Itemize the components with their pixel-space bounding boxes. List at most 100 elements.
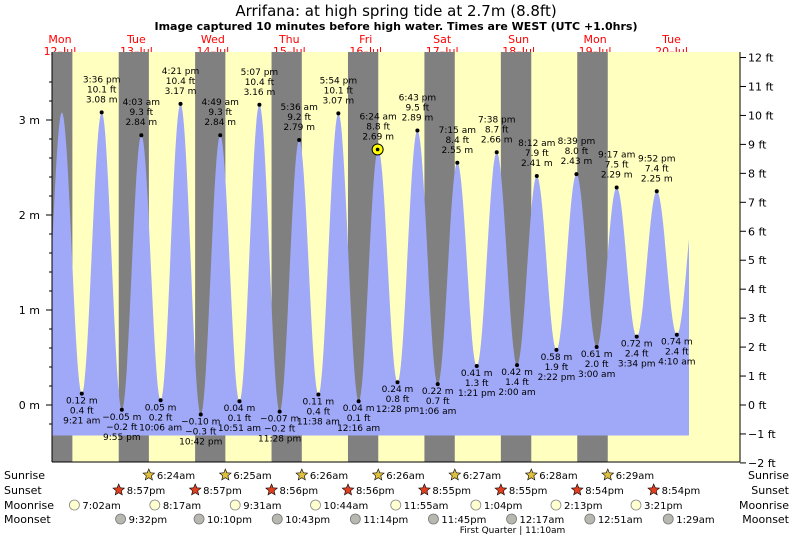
sunset-row-label-left: Sunset bbox=[4, 484, 42, 497]
sunset-time: 8:57pm bbox=[203, 486, 242, 497]
star-icon bbox=[601, 468, 615, 481]
high-tide-label: 10.4 ft bbox=[245, 78, 275, 88]
low-tide-point bbox=[198, 412, 203, 417]
low-tide-label: 2:22 pm bbox=[538, 373, 576, 383]
tide-area bbox=[52, 104, 689, 436]
low-tide-label: 0.8 ft bbox=[386, 395, 410, 405]
low-tide-label: 9:21 am bbox=[63, 417, 100, 427]
low-tide-label: 0.12 m bbox=[66, 397, 98, 407]
low-tide-label: −0.2 ft bbox=[264, 425, 296, 435]
high-tide-label: 3.16 m bbox=[244, 88, 276, 98]
moonset-time: 11:45pm bbox=[441, 515, 486, 526]
moonrise-time: 9:31am bbox=[243, 501, 281, 512]
low-tide-label: 2.4 ft bbox=[665, 348, 689, 358]
moon-icon bbox=[506, 513, 517, 525]
low-tide-point bbox=[79, 391, 84, 396]
high-tide-label: 7:38 pm bbox=[478, 115, 516, 125]
right-axis-label: −2 ft bbox=[748, 457, 776, 470]
high-tide-label: 10.1 ft bbox=[87, 85, 117, 95]
low-tide-label: 0.05 m bbox=[145, 403, 177, 413]
moon-icon bbox=[349, 513, 361, 525]
moonrise-row-label-right: Moonrise bbox=[739, 499, 789, 512]
low-tide-label: 0.58 m bbox=[541, 353, 573, 363]
star-icon bbox=[371, 468, 385, 481]
moonrise-time: 1:04pm bbox=[484, 501, 523, 512]
low-tide-label: 1.3 ft bbox=[465, 379, 489, 389]
current-tide-marker bbox=[371, 143, 384, 156]
high-tide-label: 5:07 pm bbox=[241, 68, 279, 78]
high-tide-label: 8:39 pm bbox=[558, 137, 596, 147]
sunset-time: 8:55pm bbox=[509, 486, 548, 497]
low-tide-label: 0.7 ft bbox=[426, 397, 450, 407]
high-tide-point bbox=[494, 150, 499, 155]
moonrise-time: 7:02am bbox=[82, 501, 120, 512]
moonrise-time: 2:13pm bbox=[564, 501, 603, 512]
high-tide-label: 5:54 pm bbox=[320, 76, 358, 86]
moonset-time: 11:14pm bbox=[363, 515, 408, 526]
high-tide-label: 2.43 m bbox=[561, 157, 593, 167]
right-axis-label: 0 ft bbox=[748, 399, 767, 412]
low-tide-label: 3:00 am bbox=[578, 370, 615, 380]
star-icon bbox=[142, 468, 156, 481]
sunrise-time: 6:29am bbox=[616, 471, 654, 482]
high-tide-label: 7:15 am bbox=[439, 126, 476, 136]
high-tide-label: 2.84 m bbox=[126, 118, 158, 128]
low-tide-label: 0.2 ft bbox=[149, 413, 173, 423]
right-axis-label: 9 ft bbox=[748, 138, 767, 151]
left-axis-label: 2 m bbox=[19, 209, 40, 222]
low-tide-label: 2.0 ft bbox=[585, 360, 609, 370]
low-tide-label: 12:28 pm bbox=[376, 405, 419, 415]
moonset-time: 1:29am bbox=[676, 515, 714, 526]
moon-icon bbox=[470, 499, 482, 511]
high-tide-label: 8:12 am bbox=[518, 139, 555, 149]
moon-icon bbox=[271, 513, 283, 525]
moon-icon bbox=[550, 499, 562, 511]
moon-icon bbox=[68, 499, 80, 511]
low-tide-label: 10:06 am bbox=[139, 423, 182, 433]
high-tide-point bbox=[218, 133, 223, 138]
day-name: Wed bbox=[201, 33, 225, 46]
moonrise-time: 11:55am bbox=[404, 501, 449, 512]
low-tide-label: 10:42 pm bbox=[179, 438, 222, 448]
sunrise-time: 6:28am bbox=[539, 471, 577, 482]
day-name: Thu bbox=[278, 33, 300, 46]
low-tide-point bbox=[356, 399, 361, 404]
moon-icon bbox=[630, 499, 642, 511]
high-tide-label: 2.69 m bbox=[362, 132, 394, 142]
high-tide-label: 8.8 ft bbox=[366, 122, 390, 132]
low-tide-label: 12:16 am bbox=[337, 424, 380, 434]
low-tide-label: −0.3 ft bbox=[185, 428, 217, 438]
high-tide-label: 2.79 m bbox=[283, 123, 315, 133]
right-axis-label: 11 ft bbox=[748, 80, 774, 93]
high-tide-label: 9.5 ft bbox=[406, 103, 430, 113]
high-tide-point bbox=[297, 137, 302, 142]
right-axis-label: 5 ft bbox=[748, 254, 767, 267]
day-name: Tue bbox=[661, 33, 681, 46]
right-axis-label: 12 ft bbox=[748, 52, 774, 65]
low-tide-point bbox=[316, 392, 321, 397]
high-tide-label: 6:24 am bbox=[359, 112, 396, 122]
star-icon bbox=[218, 468, 232, 481]
high-tide-label: 3:36 pm bbox=[83, 75, 121, 85]
right-axis-label: 1 ft bbox=[748, 370, 767, 383]
high-tide-point bbox=[455, 160, 460, 165]
sunrise-time: 6:24am bbox=[157, 471, 195, 482]
low-tide-label: 0.04 m bbox=[343, 404, 375, 414]
right-axis-label: −1 ft bbox=[748, 428, 776, 441]
right-axis-label: 4 ft bbox=[748, 283, 767, 296]
moon-phase-label: First Quarter | 11:10am bbox=[460, 526, 566, 536]
moonset-time: 12:51am bbox=[598, 515, 643, 526]
high-tide-point bbox=[574, 172, 579, 177]
high-tide-label: 10.1 ft bbox=[324, 86, 354, 96]
day-name: Mon bbox=[583, 33, 606, 46]
sunset-time: 8:54pm bbox=[662, 486, 701, 497]
sunset-time: 8:57pm bbox=[127, 486, 166, 497]
right-axis-label: 7 ft bbox=[748, 196, 767, 209]
sunrise-time: 6:26am bbox=[310, 471, 348, 482]
low-tide-label: 2:00 am bbox=[498, 388, 535, 398]
sunset-time: 8:56pm bbox=[280, 486, 319, 497]
left-axis-label: 3 m bbox=[19, 114, 40, 127]
moon-icon bbox=[428, 513, 439, 525]
right-axis-label: 3 ft bbox=[748, 312, 767, 325]
